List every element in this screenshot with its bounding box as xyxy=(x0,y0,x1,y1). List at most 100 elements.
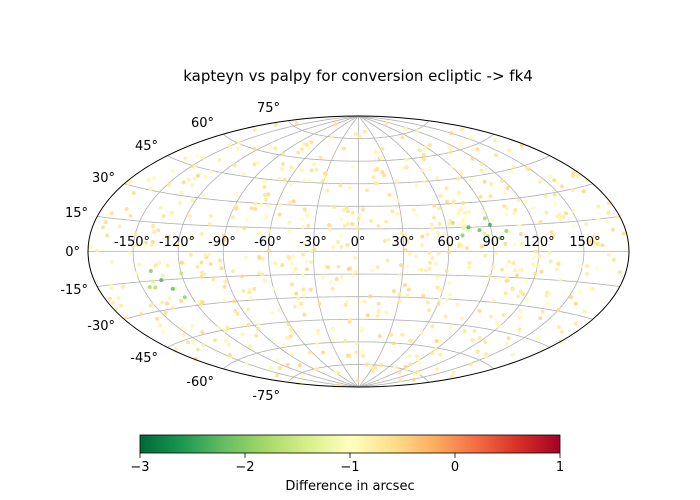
data-point xyxy=(505,278,510,283)
data-point xyxy=(377,334,382,339)
data-point xyxy=(175,243,180,248)
data-point xyxy=(610,227,615,232)
data-point xyxy=(116,296,121,300)
data-point xyxy=(260,256,265,261)
data-point xyxy=(332,204,337,209)
data-point xyxy=(368,294,373,299)
data-point xyxy=(217,158,222,163)
data-point xyxy=(287,229,292,234)
data-point xyxy=(278,202,283,207)
data-point xyxy=(186,340,191,345)
data-point xyxy=(391,289,396,294)
data-point xyxy=(287,200,292,205)
data-point xyxy=(131,191,136,195)
data-point xyxy=(387,192,392,197)
data-point xyxy=(170,168,175,173)
data-point xyxy=(161,213,166,218)
data-point xyxy=(451,199,456,204)
data-point xyxy=(330,286,335,291)
data-point xyxy=(459,141,464,146)
data-point xyxy=(241,289,246,294)
data-point xyxy=(406,287,411,292)
data-point xyxy=(540,309,545,314)
data-point xyxy=(482,179,487,184)
data-point xyxy=(560,184,565,189)
data-point xyxy=(360,207,365,212)
data-point xyxy=(411,377,416,382)
data-point xyxy=(296,296,301,301)
data-point xyxy=(405,239,410,244)
data-point xyxy=(485,234,490,239)
data-point xyxy=(160,300,165,305)
data-point xyxy=(438,352,443,357)
data-point xyxy=(181,180,186,185)
lat-tick-label: -45° xyxy=(130,351,158,366)
data-point xyxy=(376,301,381,306)
data-point xyxy=(466,225,471,230)
data-point xyxy=(552,178,557,183)
data-point xyxy=(519,143,524,148)
data-point xyxy=(341,207,346,212)
data-point xyxy=(437,206,442,211)
data-point xyxy=(320,179,325,184)
data-point xyxy=(491,298,496,303)
data-point xyxy=(447,221,452,226)
data-point xyxy=(242,225,247,230)
data-point xyxy=(617,270,622,275)
data-point xyxy=(241,172,246,177)
data-point xyxy=(547,250,552,255)
data-point xyxy=(447,281,452,286)
data-point xyxy=(190,235,195,240)
data-point xyxy=(201,342,206,347)
data-point xyxy=(104,212,109,217)
data-point xyxy=(222,233,227,238)
data-point xyxy=(128,179,133,184)
data-point xyxy=(575,173,580,178)
data-point xyxy=(411,208,416,213)
data-point xyxy=(355,225,360,230)
parallel-line xyxy=(222,341,495,370)
data-point xyxy=(200,300,205,305)
data-point xyxy=(405,264,410,269)
data-point xyxy=(266,192,271,197)
data-point xyxy=(300,149,305,154)
data-point xyxy=(420,168,425,173)
data-point xyxy=(195,153,200,158)
data-point xyxy=(328,279,333,284)
data-point xyxy=(333,122,338,127)
data-point xyxy=(192,176,197,181)
data-point xyxy=(105,233,110,238)
data-point xyxy=(513,268,518,273)
data-point xyxy=(538,180,543,185)
data-point xyxy=(227,352,232,357)
data-point xyxy=(611,257,616,262)
data-point xyxy=(248,344,253,349)
data-point xyxy=(417,361,422,366)
data-point xyxy=(606,210,611,215)
data-point xyxy=(524,166,529,171)
data-point xyxy=(504,212,509,217)
data-point xyxy=(558,216,563,221)
data-point xyxy=(235,228,240,233)
data-point xyxy=(344,299,349,304)
data-point xyxy=(435,230,440,235)
data-point xyxy=(548,259,553,264)
data-point xyxy=(345,221,350,226)
data-point xyxy=(433,347,438,352)
data-point xyxy=(164,234,169,239)
data-point xyxy=(436,251,441,256)
data-point xyxy=(621,231,626,236)
data-point xyxy=(538,220,543,224)
data-point xyxy=(516,198,521,203)
data-point xyxy=(550,233,555,238)
data-point xyxy=(281,152,286,157)
data-point xyxy=(153,285,158,290)
data-point xyxy=(466,209,471,214)
data-point xyxy=(412,372,417,377)
data-point xyxy=(190,198,195,203)
data-point xyxy=(556,324,561,329)
data-point xyxy=(472,328,477,333)
data-point xyxy=(151,279,156,284)
data-point xyxy=(513,207,518,212)
data-point xyxy=(544,210,549,215)
